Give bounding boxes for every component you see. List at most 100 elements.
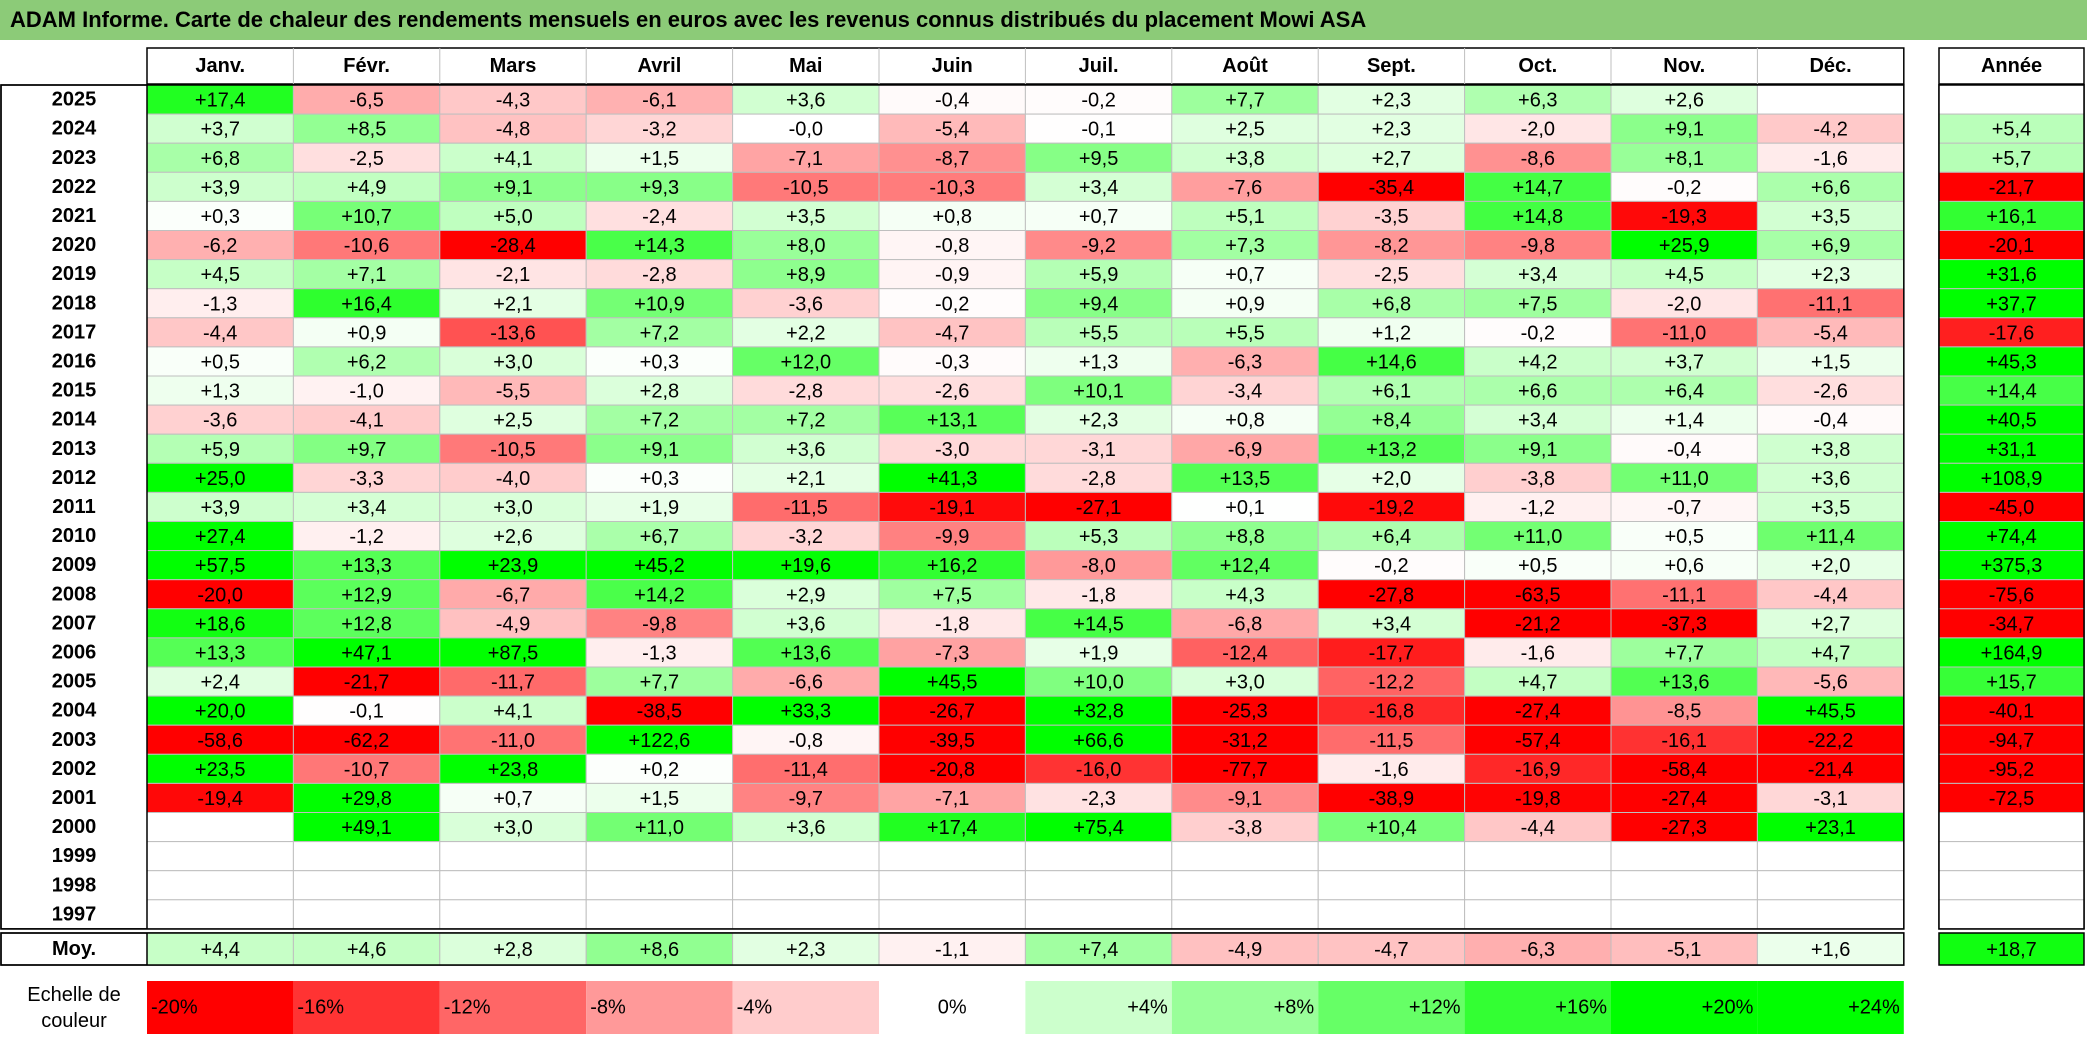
heatmap-cell [585, 608, 734, 639]
annual-cell [1938, 782, 2085, 814]
cell-value: +1,5 [640, 148, 679, 170]
annual-cell [1938, 899, 2085, 930]
heatmap-cell [1464, 113, 1612, 144]
average-annual-value: +18,7 [1986, 939, 2037, 961]
cell-value: -1,0 [349, 381, 383, 403]
heatmap-cell [1317, 695, 1466, 726]
cell-value: +2,3 [1372, 90, 1411, 112]
annual-cell [1938, 579, 2085, 610]
heatmap-cell [1756, 317, 1905, 348]
cell-value: +16,2 [927, 555, 978, 577]
heatmap-cell [1464, 491, 1612, 522]
cell-value: +13,2 [1366, 439, 1417, 461]
annual-cell [1938, 230, 2085, 261]
annual-value: -72,5 [1989, 788, 2035, 810]
cell-value: -0,8 [935, 235, 969, 257]
cell-value: -17,7 [1369, 642, 1415, 664]
scale-label: +16% [1555, 997, 1607, 1019]
heatmap-cell [1464, 200, 1612, 231]
heatmap-cell [1610, 113, 1758, 144]
cell-value: +3,6 [786, 817, 825, 839]
cell-value: +5,9 [1079, 264, 1118, 286]
scale-label-line2: couleur [41, 1010, 107, 1032]
cell-value: -11,1 [1662, 584, 1706, 606]
cell-value: -4,4 [203, 322, 237, 344]
heatmap-cell [292, 666, 441, 697]
heatmap-cell [1024, 113, 1173, 144]
cell-value: -27,4 [1515, 701, 1561, 723]
cell-value: -9,8 [1521, 235, 1555, 257]
heatmap-cell [1024, 171, 1173, 202]
annual-cell [1938, 841, 2085, 872]
year-label: 2017 [52, 321, 97, 343]
year-label: 2025 [52, 89, 97, 111]
heatmap-cell [1464, 317, 1612, 348]
cell-value: +122,6 [629, 730, 691, 752]
cell-value: -4,4 [1521, 817, 1555, 839]
heatmap-cell [585, 550, 734, 581]
heatmap-cell [292, 608, 441, 639]
heatmap-cell [1317, 375, 1466, 406]
heatmap-cell [732, 404, 880, 435]
cell-value: -0,1 [1081, 119, 1115, 141]
cell-value: -2,1 [496, 264, 530, 286]
heatmap-cell [292, 84, 441, 115]
cell-value: -2,8 [1081, 468, 1115, 490]
cell-value: +5,9 [200, 439, 239, 461]
heatmap-cell [585, 782, 734, 814]
cell-value: +6,1 [1372, 381, 1411, 403]
cell-value: -0,8 [789, 730, 823, 752]
month-header: Juin [932, 55, 973, 77]
cell-value: +7,2 [640, 410, 679, 432]
cell-value: -0,9 [935, 264, 969, 286]
cell-value: +6,8 [200, 148, 239, 170]
heatmap-cell [439, 491, 587, 522]
cell-value: +2,1 [786, 468, 825, 490]
annual-value: +5,7 [1992, 148, 2031, 170]
average-value: -4,9 [1228, 939, 1262, 961]
heatmap-cell [146, 724, 294, 755]
cell-value: -6,3 [1228, 351, 1262, 373]
annual-cell [1938, 142, 2085, 173]
cell-value: +12,9 [341, 584, 392, 606]
heatmap-cell [146, 841, 294, 872]
cell-value: +0,7 [493, 788, 532, 810]
month-header: Juil. [1079, 55, 1119, 77]
heatmap-cell [1171, 608, 1319, 639]
heatmap-cell [1171, 724, 1319, 755]
cell-value: +14,8 [1512, 206, 1563, 228]
heatmap-cell [1464, 666, 1612, 697]
heatmap-cell [878, 899, 1026, 930]
heatmap-cell [1756, 724, 1905, 755]
annual-cell [1938, 433, 2085, 464]
year-label: 2005 [52, 671, 97, 693]
year-label: 2019 [52, 263, 97, 285]
heatmap-cell [146, 404, 294, 435]
heatmap-cell [585, 521, 734, 552]
heatmap-cell [146, 200, 294, 231]
cell-value: +1,3 [1079, 351, 1118, 373]
year-label: 2001 [52, 787, 97, 809]
cell-value: -16,0 [1076, 759, 1122, 781]
grid-outline [0, 84, 1905, 930]
cell-value: +23,9 [488, 555, 539, 577]
heatmap-cell [585, 230, 734, 261]
heatmap-cell [585, 142, 734, 173]
cell-value: +8,1 [1664, 148, 1703, 170]
cell-value: +19,6 [780, 555, 831, 577]
cell-value: -1,6 [1521, 642, 1555, 664]
heatmap-cell [585, 84, 734, 115]
cell-value: -2,8 [789, 381, 823, 403]
heatmap-cell [1317, 230, 1466, 261]
heatmap-cell [732, 317, 880, 348]
cell-value: -19,1 [929, 497, 975, 519]
scale-label: -20% [151, 997, 198, 1019]
cell-value: +4,3 [1225, 584, 1264, 606]
heatmap-cell [1464, 259, 1612, 290]
cell-value: -19,2 [1369, 497, 1415, 519]
cell-value: +13,3 [195, 642, 246, 664]
cell-value: +3,0 [493, 497, 532, 519]
heatmap-cell [732, 84, 880, 115]
cell-value: +7,5 [1518, 293, 1557, 315]
heatmap-cell [1317, 550, 1466, 581]
